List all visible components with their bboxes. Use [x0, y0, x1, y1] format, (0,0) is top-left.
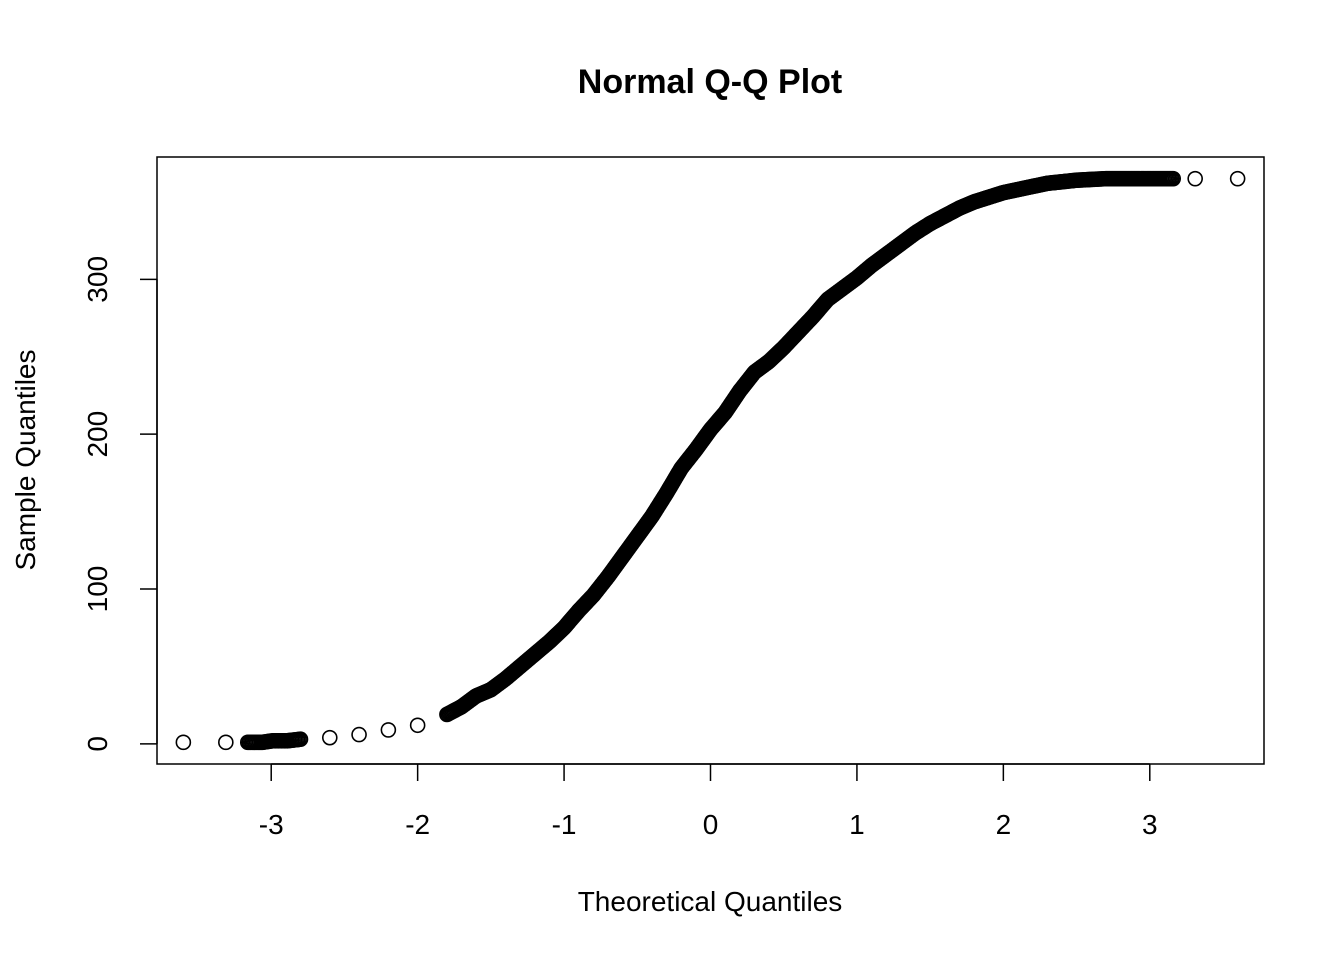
data-points: [175, 170, 1246, 751]
x-tick-label: 1: [849, 809, 865, 840]
data-point: [218, 734, 234, 751]
plot-frame: [156, 156, 1265, 765]
data-point: [1229, 170, 1246, 187]
data-point: [1165, 170, 1182, 187]
x-tick-label: -2: [405, 809, 430, 840]
y-axis: 0 100 200 300: [82, 256, 158, 752]
x-axis: -3 -2 -1 0 1 2 3: [259, 763, 1158, 840]
y-axis-label: Sample Quantiles: [10, 349, 41, 570]
y-tick-label: 100: [82, 566, 113, 613]
x-tick-label: 2: [996, 809, 1012, 840]
data-point: [321, 729, 338, 746]
x-tick-label: 0: [703, 809, 719, 840]
data-point: [292, 731, 309, 748]
chart-title: Normal Q-Q Plot: [578, 63, 842, 101]
data-point: [409, 717, 426, 734]
y-tick-label: 300: [82, 256, 113, 303]
data-point: [380, 722, 397, 738]
data-point: [1187, 170, 1203, 187]
x-axis-label: Theoretical Quantiles: [578, 886, 843, 917]
x-tick-label: -3: [259, 809, 284, 840]
y-tick-label: 200: [82, 411, 113, 458]
y-tick-label: 0: [82, 736, 113, 752]
data-point: [351, 726, 367, 743]
x-tick-label: -1: [552, 809, 577, 840]
x-tick-label: 3: [1142, 809, 1158, 840]
data-point: [175, 734, 192, 751]
